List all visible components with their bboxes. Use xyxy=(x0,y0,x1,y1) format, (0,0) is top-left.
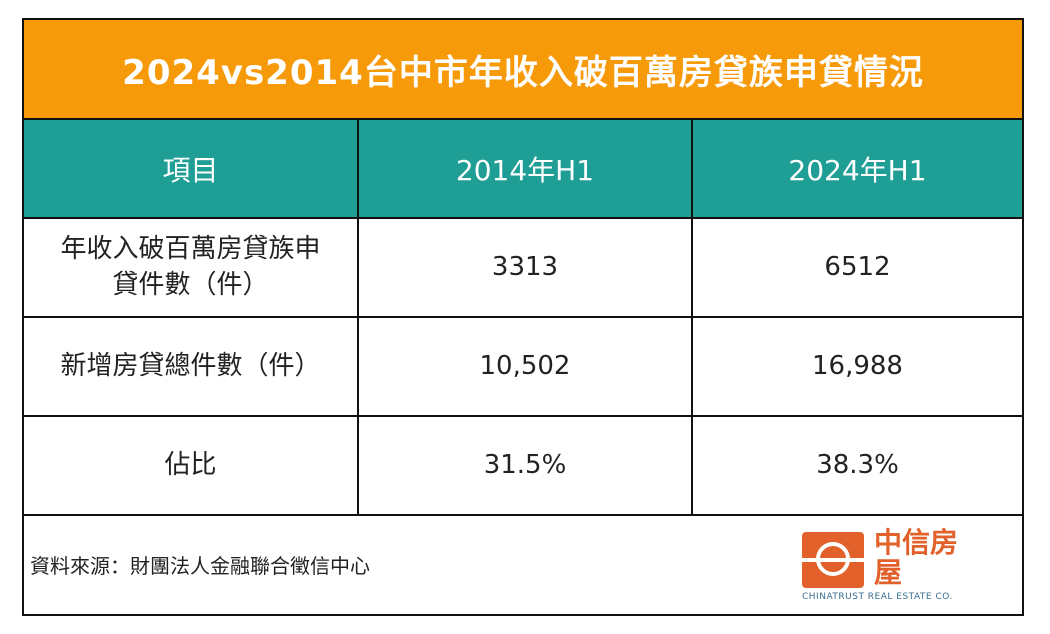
cell-2014: 3313 xyxy=(358,218,693,318)
data-table: 項目 2014年H1 2024年H1 年收入破百萬房貸族申貸件數（件） 3313… xyxy=(24,120,1022,516)
table-row: 新增房貸總件數（件） 10,502 16,988 xyxy=(24,317,1022,417)
header-row: 項目 2014年H1 2024年H1 xyxy=(24,120,1022,219)
source-note: 資料來源：財團法人金融聯合徵信中心 xyxy=(30,554,370,578)
cell-2024: 38.3% xyxy=(692,416,1022,516)
header-item: 項目 xyxy=(24,120,359,219)
logo-subtitle: CHINATRUST REAL ESTATE CO. xyxy=(802,592,953,602)
cell-2014: 10,502 xyxy=(358,317,693,417)
cell-2024: 16,988 xyxy=(692,317,1022,417)
header-2014: 2014年H1 xyxy=(358,120,693,219)
row-label: 新增房貸總件數（件） xyxy=(24,317,359,417)
footer: 資料來源：財團法人金融聯合徵信中心 中信房屋 CHINATRUST REAL E… xyxy=(24,516,1022,612)
cell-2014: 31.5% xyxy=(358,416,693,516)
logo-mark-icon xyxy=(802,532,864,588)
table-row: 佔比 31.5% 38.3% xyxy=(24,416,1022,516)
row-label: 年收入破百萬房貸族申貸件數（件） xyxy=(24,218,359,318)
logo-name: 中信房屋 xyxy=(874,526,959,589)
table-title: 2024vs2014台中市年收入破百萬房貸族申貸情況 xyxy=(24,20,1022,120)
table-row: 年收入破百萬房貸族申貸件數（件） 3313 6512 xyxy=(24,218,1022,318)
header-2024: 2024年H1 xyxy=(692,120,1022,219)
row-label: 佔比 xyxy=(24,416,359,516)
cell-2024: 6512 xyxy=(692,218,1022,318)
company-logo: 中信房屋 CHINATRUST REAL ESTATE CO. xyxy=(802,526,982,606)
table-frame: 2024vs2014台中市年收入破百萬房貸族申貸情況 項目 2014年H1 20… xyxy=(22,18,1024,616)
